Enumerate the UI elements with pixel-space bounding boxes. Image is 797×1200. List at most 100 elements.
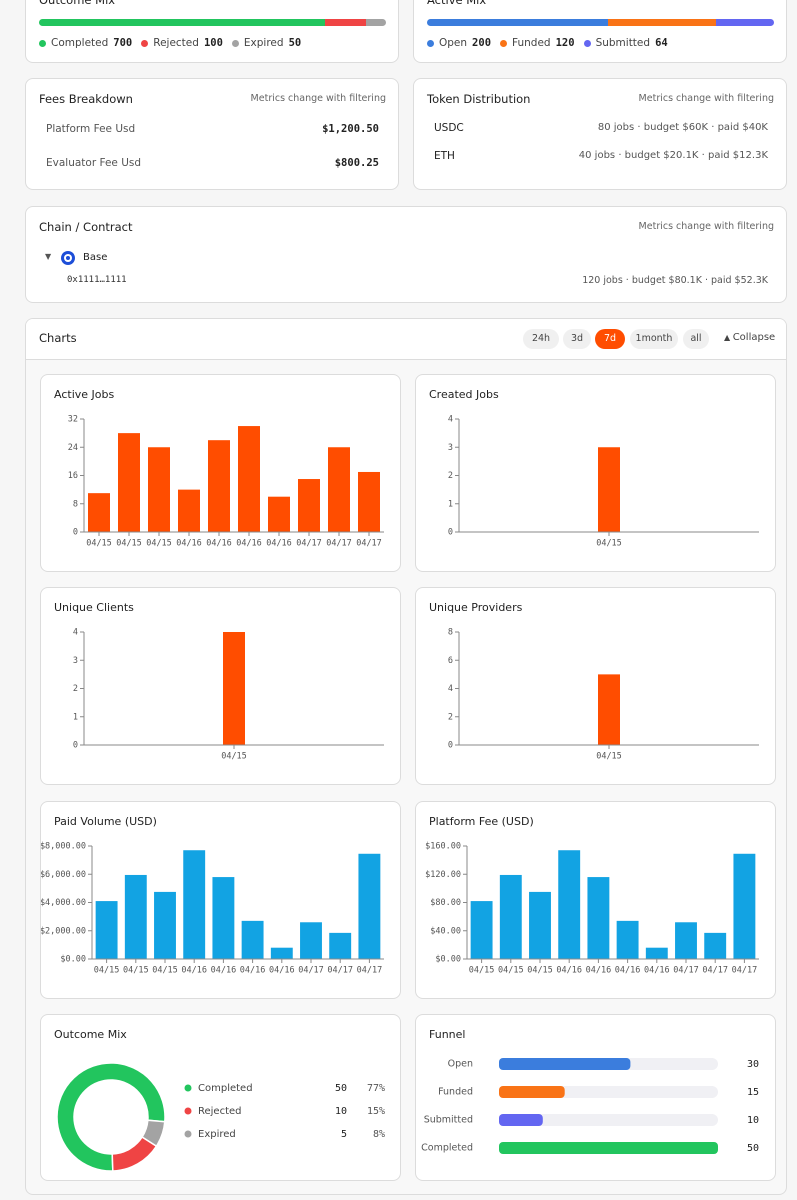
card-title: Fees Breakdown xyxy=(39,92,133,106)
mix-legend: Completed 700 Rejected 100 Expired 50 xyxy=(39,37,310,49)
chain-summary: 120 jobs · budget $80.1K · paid $52.3K xyxy=(582,275,768,286)
legend-dot xyxy=(141,39,149,47)
x-tick-label: 04/16 xyxy=(240,966,266,976)
funnel-label: Completed xyxy=(421,1143,473,1154)
legend-item: Funded 120 xyxy=(500,37,575,49)
y-tick-label: 3 xyxy=(448,443,453,453)
range-button[interactable]: 7d xyxy=(595,329,625,349)
x-tick-label: 04/15 xyxy=(469,966,495,976)
legend-value: 5 xyxy=(341,1129,347,1140)
caret-icon[interactable]: ▼ xyxy=(45,252,52,261)
legend-dot xyxy=(231,39,239,47)
token-name: ETH xyxy=(434,150,455,162)
range-button[interactable]: 3d xyxy=(563,329,591,349)
y-tick-label: $2,000.00 xyxy=(41,926,86,936)
y-tick-label: 0 xyxy=(448,741,453,751)
legend-dot xyxy=(184,1130,192,1138)
active-mix-card: Active Mix Open 200 Funded 120 Submitted 64 xyxy=(413,0,787,63)
card-note: Metrics change with filtering xyxy=(638,221,774,232)
chart-card: Unique Clients 0 1 2 3 4 04/15 xyxy=(40,587,401,785)
bar xyxy=(154,891,176,959)
funnel-bar xyxy=(499,1058,631,1070)
y-tick-label: 3 xyxy=(73,656,78,666)
x-tick-label: 04/16 xyxy=(615,966,641,976)
chart-card: Paid Volume (USD) $0.00 $2,000.00 $4,000.00… xyxy=(40,801,401,999)
token-card: Token Distribution Metrics change with f… xyxy=(413,78,787,190)
chart: Platform Fee (USD) $0.00 $40.00 $80.00 $120.… xyxy=(425,815,759,976)
panel-title: Charts xyxy=(39,331,77,345)
legend-value: 50 xyxy=(288,37,302,49)
bar xyxy=(212,877,235,959)
chart: Unique Providers 0 2 4 6 8 04/15 xyxy=(429,601,759,762)
mix-segment xyxy=(365,19,386,26)
legend-label: Completed xyxy=(198,1083,253,1094)
legend-share: 15% xyxy=(367,1106,385,1117)
funnel-bar xyxy=(499,1114,543,1126)
mix-segment xyxy=(39,19,325,26)
mix-segment xyxy=(607,19,717,26)
x-tick-label: 04/17 xyxy=(356,539,382,549)
y-tick-label: 0 xyxy=(73,528,78,538)
legend-item: Open 200 xyxy=(427,37,491,49)
chart-title: Paid Volume (USD) xyxy=(54,815,157,828)
y-tick-label: 1 xyxy=(448,499,453,509)
x-tick-label: 04/17 xyxy=(298,966,324,976)
card-title: Outcome Mix xyxy=(39,0,116,7)
x-tick-label: 04/16 xyxy=(236,539,262,549)
donut-slice xyxy=(141,1119,166,1148)
chart: Active Jobs 0 8 16 24 32 04/15 04/15 04/15 04/16 0… xyxy=(54,388,384,549)
chart-card: Platform Fee (USD) $0.00 $40.00 $80.00 $120.… xyxy=(415,801,776,999)
x-tick-label: 04/15 xyxy=(123,966,149,976)
bar xyxy=(118,433,140,532)
x-tick-label: 04/15 xyxy=(221,752,247,762)
legend-value: 120 xyxy=(555,37,575,49)
y-tick-label: 2 xyxy=(448,471,453,481)
mix-segment xyxy=(324,19,366,26)
legend-value: 700 xyxy=(113,37,133,49)
legend-value: 64 xyxy=(655,37,668,49)
collapse-icon: ▲ xyxy=(724,333,733,342)
chart: Paid Volume (USD) $0.00 $2,000.00 $4,000.00… xyxy=(41,815,384,976)
funnel-value: 50 xyxy=(747,1143,759,1154)
x-tick-label: 04/16 xyxy=(211,966,237,976)
bar xyxy=(270,947,293,959)
legend-dot xyxy=(184,1107,192,1115)
legend-label: Funded xyxy=(512,37,551,49)
bar xyxy=(148,447,170,532)
fee-label: Platform Fee Usd xyxy=(46,123,136,135)
funnel-value: 10 xyxy=(747,1115,759,1126)
x-tick-label: 04/16 xyxy=(269,966,295,976)
bar xyxy=(241,920,264,959)
legend-dot xyxy=(500,39,508,47)
collapse-button[interactable]: ▲ Collapse xyxy=(724,332,775,343)
range-button[interactable]: 1month xyxy=(630,329,678,349)
legend-dot xyxy=(583,39,591,47)
chain-icon-inner xyxy=(64,254,72,262)
fee-value: $1,200.50 xyxy=(322,123,379,135)
y-tick-label: $0.00 xyxy=(60,955,86,965)
funnel-label: Funded xyxy=(438,1087,473,1098)
mix-segment xyxy=(427,19,608,26)
bar xyxy=(675,922,697,959)
legend-label: Expired xyxy=(243,37,284,49)
bar xyxy=(268,496,290,532)
legend-item: Completed 700 xyxy=(39,37,132,49)
x-tick-label: 04/15 xyxy=(527,966,553,976)
bar xyxy=(223,632,245,745)
y-tick-label: 4 xyxy=(448,415,453,425)
bar xyxy=(238,426,260,532)
legend-item: Submitted 64 xyxy=(583,37,668,49)
chart-card: Unique Providers 0 2 4 6 8 04/15 xyxy=(415,587,776,785)
legend-value: 10 xyxy=(335,1106,347,1117)
chart: Outcome Mix Completed 50 77% Rejected 10 15% Ex… xyxy=(54,1028,385,1172)
legend-value: 200 xyxy=(472,37,492,49)
legend-value: 100 xyxy=(203,37,223,49)
bar xyxy=(298,479,320,532)
y-tick-label: 0 xyxy=(448,528,453,538)
range-button[interactable]: all xyxy=(683,329,709,349)
chart-title: Outcome Mix xyxy=(54,1028,127,1041)
x-tick-label: 04/15 xyxy=(596,539,622,549)
range-button[interactable]: 24h xyxy=(523,329,559,349)
fee-label: Evaluator Fee Usd xyxy=(46,157,142,169)
collapse-label: Collapse xyxy=(732,332,776,343)
